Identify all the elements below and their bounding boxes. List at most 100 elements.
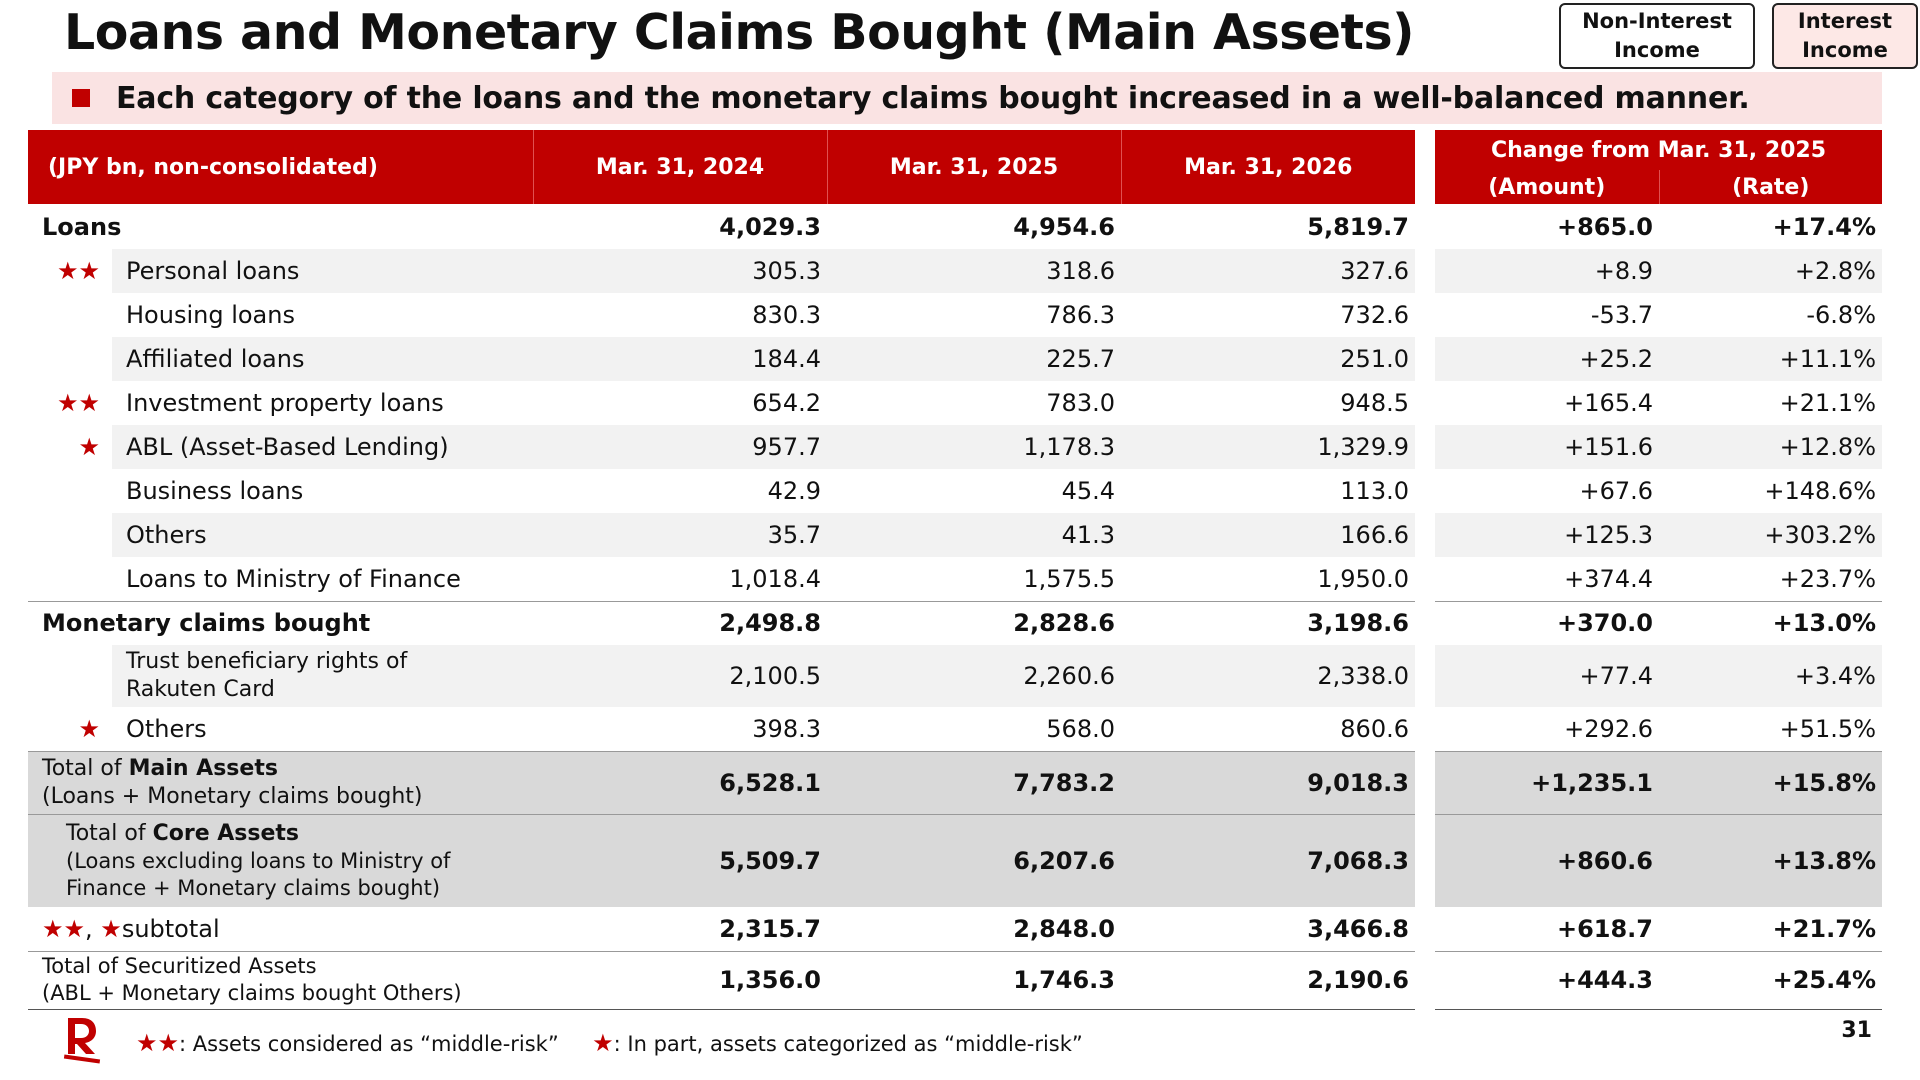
table-cell-value: 2,190.6 bbox=[1121, 950, 1415, 1010]
table-cell bbox=[1415, 814, 1435, 907]
table-cell-value: 318.6 bbox=[827, 249, 1121, 293]
table-cell bbox=[1415, 751, 1435, 814]
table-cell-value: +370.0 bbox=[1435, 600, 1659, 645]
table-cell-value: 398.3 bbox=[752, 714, 821, 743]
table-cell bbox=[1415, 645, 1435, 707]
table-row: ★ Others 398.3 568.0 860.6 +292.6 +51.5% bbox=[28, 707, 1882, 751]
table-cell-value: 957.7 bbox=[533, 425, 827, 469]
table-row: Monetary claims bought 2,498.8 2,828.6 3,1… bbox=[28, 600, 1882, 645]
table-cell-value: +3.4% bbox=[1659, 645, 1882, 707]
table-cell: Housing loans bbox=[126, 301, 295, 329]
two-star-icon: ★★ bbox=[42, 914, 86, 943]
two-star-icon: ★★ bbox=[56, 389, 100, 417]
table-cell-value: 45.4 bbox=[1061, 477, 1115, 505]
table-row: Trust beneficiary rights of Rakuten Card … bbox=[28, 645, 1882, 707]
table-cell-value: 568.0 bbox=[1046, 714, 1115, 743]
table-cell bbox=[1415, 293, 1435, 337]
table-row: ★★, ★subtotal 2,315.7 2,848.0 3,466.8 +618… bbox=[28, 907, 1882, 951]
table-row: Affiliated loans 184.4 225.7 251.0 +25.2 +1… bbox=[28, 337, 1882, 381]
summary-banner: Each category of the loans and the monet… bbox=[52, 72, 1882, 124]
table-cell-value: +12.8% bbox=[1659, 425, 1882, 469]
table-cell-value: 1,950.0 bbox=[1317, 564, 1409, 593]
table-cell-value: 113.0 bbox=[1340, 477, 1409, 505]
table-cell-value: 1,018.4 bbox=[729, 564, 821, 593]
table-cell-value: -53.7 bbox=[1590, 301, 1653, 329]
table-cell-value: +8.9 bbox=[1435, 249, 1659, 293]
table-cell-value: +292.6 bbox=[1564, 714, 1653, 743]
table-cell-value: +23.7% bbox=[1779, 564, 1876, 593]
table-cell-value: +1,235.1 bbox=[1435, 750, 1659, 814]
table-cell: Total of Main Assets (Loans + Monetary cl… bbox=[28, 750, 533, 814]
table-row: Business loans 42.9 45.4 113.0 +67.6 +148.6… bbox=[28, 469, 1882, 513]
table-cell bbox=[1415, 513, 1435, 557]
table-cell: Trust beneficiary rights of Rakuten Card bbox=[112, 645, 533, 707]
table-cell-value: 1,575.5 bbox=[1023, 564, 1115, 593]
table-cell bbox=[1415, 601, 1435, 645]
table-cell-value: +25.2 bbox=[1435, 337, 1659, 381]
table-cell bbox=[1415, 381, 1435, 425]
table-cell-value: 251.0 bbox=[1121, 337, 1415, 381]
table-cell-value: 42.9 bbox=[767, 477, 821, 505]
footnote: ★★: Assets considered as “middle-risk” ★… bbox=[136, 1029, 1083, 1057]
table-cell: Affiliated loans bbox=[112, 337, 533, 381]
table-cell: Others bbox=[126, 714, 207, 743]
table-cell bbox=[28, 513, 112, 557]
table-cell-value: 1,329.9 bbox=[1121, 425, 1415, 469]
table-cell-value: 184.4 bbox=[533, 337, 827, 381]
table-cell: ★★, ★subtotal bbox=[42, 914, 220, 943]
table-cell bbox=[28, 293, 112, 337]
table-cell-value: +21.1% bbox=[1779, 389, 1876, 417]
table-cell-value: +25.4% bbox=[1659, 950, 1882, 1010]
table-cell bbox=[1415, 130, 1435, 204]
table-cell-value: 2,338.0 bbox=[1121, 645, 1415, 707]
page-number: 31 bbox=[1841, 1018, 1872, 1043]
table-cell: Total of Core Assets (Loans excluding lo… bbox=[28, 813, 533, 907]
table-row: Total of Securitized Assets (ABL + Moneta… bbox=[28, 950, 1882, 1010]
rakuten-logo-icon bbox=[63, 1018, 101, 1064]
table-cell-value: +374.4 bbox=[1564, 564, 1653, 593]
table-cell-value: 35.7 bbox=[533, 513, 827, 557]
table-cell-value: 2,828.6 bbox=[827, 600, 1121, 645]
table-row: Loans 4,029.3 4,954.6 5,819.7 +865.0 +17.4% bbox=[28, 204, 1882, 249]
table-cell-value: 948.5 bbox=[1340, 389, 1409, 417]
table-cell: ABL (Asset-Based Lending) bbox=[112, 425, 533, 469]
star-icon: ★ bbox=[592, 1029, 614, 1057]
table-cell-value: +67.6 bbox=[1579, 477, 1653, 505]
table-cell-value: 2,315.7 bbox=[719, 914, 821, 943]
bullet-square-icon bbox=[72, 89, 90, 107]
interest-income-tag: Interest Income bbox=[1772, 3, 1918, 69]
table-cell-value: 5,509.7 bbox=[533, 813, 827, 907]
table-cell-value: 2,848.0 bbox=[1013, 914, 1115, 943]
table-cell-value: +11.1% bbox=[1659, 337, 1882, 381]
table-cell-value: 2,260.6 bbox=[827, 645, 1121, 707]
table-cell-value: 654.2 bbox=[752, 389, 821, 417]
star-icon: ★ bbox=[100, 914, 122, 943]
table-cell-value: +77.4 bbox=[1435, 645, 1659, 707]
table-cell-value: +15.8% bbox=[1659, 750, 1882, 814]
amount-header: (Amount) bbox=[1435, 170, 1660, 204]
table-cell: Loans bbox=[42, 212, 122, 241]
table-row: ★ ABL (Asset-Based Lending) 957.7 1,178.3… bbox=[28, 425, 1882, 469]
table-cell: Total of Securitized Assets (ABL + Moneta… bbox=[28, 950, 533, 1010]
unit-header: (JPY bn, non-consolidated) bbox=[28, 130, 534, 204]
table-cell bbox=[28, 337, 112, 381]
star-icon: ★ bbox=[78, 433, 100, 461]
star-icon: ★ bbox=[78, 714, 100, 743]
table-cell-value: 1,356.0 bbox=[533, 950, 827, 1010]
table-cell-value: 7,783.2 bbox=[827, 750, 1121, 814]
table-cell bbox=[1415, 469, 1435, 513]
table-cell-value: +618.7 bbox=[1556, 914, 1653, 943]
table-cell-value: +125.3 bbox=[1435, 513, 1659, 557]
non-interest-income-tag: Non-Interest Income bbox=[1559, 3, 1755, 69]
table-cell bbox=[1415, 204, 1435, 249]
table-cell bbox=[1415, 951, 1435, 1009]
table-row: Others 35.7 41.3 166.6 +125.3 +303.2% bbox=[28, 513, 1882, 557]
table-cell-value: 1,746.3 bbox=[827, 950, 1121, 1010]
change-header: Change from Mar. 31, 2025 bbox=[1435, 130, 1882, 170]
table-cell-value: +21.7% bbox=[1772, 914, 1876, 943]
table-cell-value: +151.6 bbox=[1435, 425, 1659, 469]
table-cell: Others bbox=[112, 513, 533, 557]
table-cell-value: +165.4 bbox=[1564, 389, 1653, 417]
table-cell-value: -6.8% bbox=[1806, 301, 1876, 329]
col-header-2026: Mar. 31, 2026 bbox=[1121, 130, 1415, 204]
